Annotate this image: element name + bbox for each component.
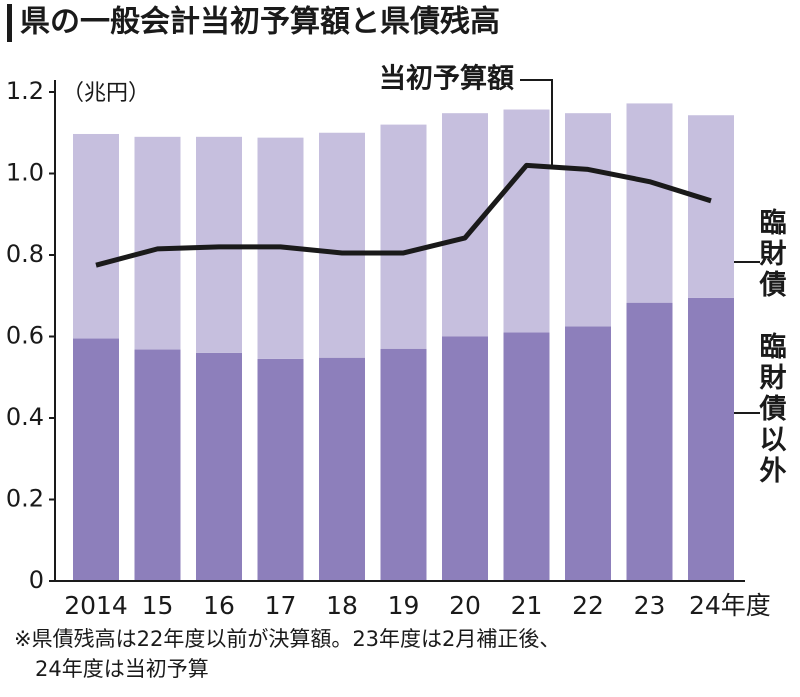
bar-segment (380, 348, 427, 581)
footnote: ※県債残高は22年度以前が決算額。23年度は2月補正後、 (14, 627, 560, 651)
bar-segment (134, 349, 181, 581)
bar-segment (319, 357, 365, 581)
x-tick-label: 19 (388, 591, 420, 620)
legend-top-label: 臨財債 (755, 208, 788, 301)
legend-line-label: 当初予算額 (379, 63, 514, 95)
bar-segment (442, 113, 488, 337)
bar-segment (626, 103, 673, 303)
x-tick-label: 24年度 (689, 591, 771, 620)
bar-segment (319, 132, 365, 358)
x-tick-label: 2014 (64, 591, 128, 620)
bar-segment (196, 352, 242, 581)
bar-segment (503, 332, 550, 581)
y-tick-label: 0 (29, 566, 44, 594)
title-bar (7, 4, 12, 42)
y-tick-label: 1.0 (6, 159, 44, 187)
unit-label: （兆円） (62, 81, 150, 106)
bar-segment (626, 302, 673, 581)
bar-segment (688, 115, 734, 298)
bar-segment (442, 336, 488, 581)
x-tick-label: 17 (265, 591, 297, 620)
bar-segment (565, 326, 611, 581)
bar-segment (134, 136, 181, 350)
x-tick-label: 21 (511, 591, 543, 620)
bar-segment (73, 338, 119, 581)
x-tick-label: 18 (326, 591, 358, 620)
bar-segment (257, 358, 304, 581)
bar-segment (688, 297, 734, 581)
x-tick-label: 15 (142, 591, 174, 620)
y-tick-label: 0.8 (6, 240, 44, 268)
y-tick-label: 0.2 (6, 485, 44, 513)
x-tick-label: 20 (449, 591, 481, 620)
x-tick-label: 22 (572, 591, 604, 620)
footnote: 24年度は当初予算 (14, 657, 209, 681)
bar-segment (380, 124, 427, 349)
line-series (95, 162, 712, 268)
bar-segment (503, 109, 550, 333)
legend-bottom-label: 臨財債以外 (755, 332, 788, 487)
x-tick-label: 23 (634, 591, 666, 620)
y-tick-label: 0.4 (6, 403, 44, 431)
bar-segment (565, 113, 611, 327)
y-tick-label: 1.2 (6, 77, 44, 105)
chart-title: 県の一般会計当初予算額と県債残高 (20, 5, 500, 40)
y-tick-label: 0.6 (6, 322, 44, 350)
x-tick-label: 16 (203, 591, 235, 620)
leader-line (520, 79, 553, 165)
bar-segment (73, 133, 119, 339)
